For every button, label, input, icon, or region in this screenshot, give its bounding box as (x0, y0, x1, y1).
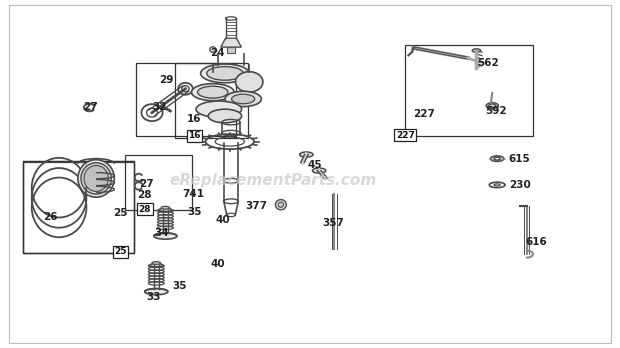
Text: 28: 28 (138, 205, 151, 214)
Polygon shape (221, 38, 241, 47)
Ellipse shape (312, 168, 326, 173)
Ellipse shape (494, 157, 500, 160)
Ellipse shape (144, 288, 168, 295)
Bar (23, 162, 135, 253)
Ellipse shape (161, 206, 170, 209)
Text: 615: 615 (509, 154, 531, 164)
Ellipse shape (201, 64, 249, 83)
Ellipse shape (225, 91, 262, 106)
Ellipse shape (210, 47, 216, 52)
Bar (125, 155, 192, 210)
Text: 35: 35 (187, 206, 202, 216)
Text: 27: 27 (139, 179, 153, 189)
Ellipse shape (208, 109, 242, 123)
Bar (22, 161, 135, 253)
Ellipse shape (299, 152, 313, 157)
Text: 26: 26 (43, 212, 58, 222)
Ellipse shape (196, 101, 242, 117)
Text: 29: 29 (159, 75, 173, 85)
Bar (228, 47, 234, 53)
Text: 592: 592 (485, 106, 507, 116)
Text: 230: 230 (509, 180, 531, 190)
Ellipse shape (198, 86, 228, 98)
Bar (23, 161, 135, 253)
Text: 616: 616 (525, 237, 547, 246)
Text: 16: 16 (187, 114, 202, 125)
Text: 562: 562 (477, 58, 499, 68)
Ellipse shape (236, 72, 263, 92)
Text: eReplacementParts.com: eReplacementParts.com (170, 173, 377, 188)
Text: 16: 16 (188, 131, 201, 140)
Ellipse shape (278, 202, 283, 207)
Text: 40: 40 (210, 259, 225, 269)
Ellipse shape (494, 184, 500, 186)
Text: 40: 40 (215, 215, 230, 225)
Text: 28: 28 (138, 190, 152, 200)
Text: 227: 227 (414, 109, 435, 119)
Text: 357: 357 (322, 218, 344, 228)
Ellipse shape (159, 208, 172, 212)
Ellipse shape (472, 49, 480, 52)
Text: 377: 377 (246, 201, 268, 211)
Ellipse shape (154, 233, 177, 239)
Text: 741: 741 (182, 189, 205, 199)
Text: 32: 32 (153, 102, 167, 112)
Ellipse shape (486, 103, 498, 109)
Ellipse shape (84, 166, 108, 191)
Text: 27: 27 (82, 103, 97, 112)
Ellipse shape (78, 160, 114, 197)
Bar (136, 63, 236, 136)
Ellipse shape (152, 262, 161, 264)
Ellipse shape (275, 200, 286, 210)
Text: 24: 24 (210, 48, 225, 58)
Bar (175, 63, 248, 138)
Text: 227: 227 (396, 130, 415, 140)
Text: 33: 33 (146, 292, 161, 302)
Text: 25: 25 (114, 247, 126, 256)
Ellipse shape (81, 163, 112, 194)
Text: 35: 35 (172, 281, 187, 291)
Ellipse shape (490, 156, 504, 161)
Bar (405, 45, 533, 136)
Ellipse shape (232, 94, 255, 104)
Ellipse shape (489, 104, 496, 108)
Text: 25: 25 (113, 208, 128, 218)
Ellipse shape (192, 84, 234, 101)
Ellipse shape (206, 66, 243, 80)
Ellipse shape (150, 263, 162, 267)
Text: 45: 45 (308, 160, 322, 170)
Text: 34: 34 (154, 228, 169, 238)
